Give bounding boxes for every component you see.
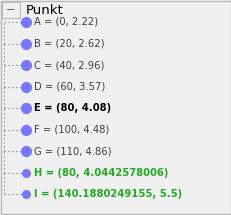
Text: A = (0, 2.22): A = (0, 2.22): [34, 17, 98, 27]
Text: H = (80, 4.0442578006): H = (80, 4.0442578006): [34, 167, 168, 178]
Text: F = (100, 4.48): F = (100, 4.48): [34, 124, 109, 135]
Text: B = (20, 2.62): B = (20, 2.62): [34, 38, 104, 49]
Bar: [2, 2, 20, 18]
Text: I = (140.1880249155, 5.5): I = (140.1880249155, 5.5): [34, 189, 181, 199]
Text: D = (60, 3.57): D = (60, 3.57): [34, 81, 105, 92]
Text: G = (110, 4.86): G = (110, 4.86): [34, 146, 111, 156]
Text: E = (80, 4.08): E = (80, 4.08): [34, 103, 111, 113]
Text: −: −: [6, 5, 16, 15]
Text: C = (40, 2.96): C = (40, 2.96): [34, 60, 104, 70]
Text: Punkt: Punkt: [26, 3, 64, 17]
